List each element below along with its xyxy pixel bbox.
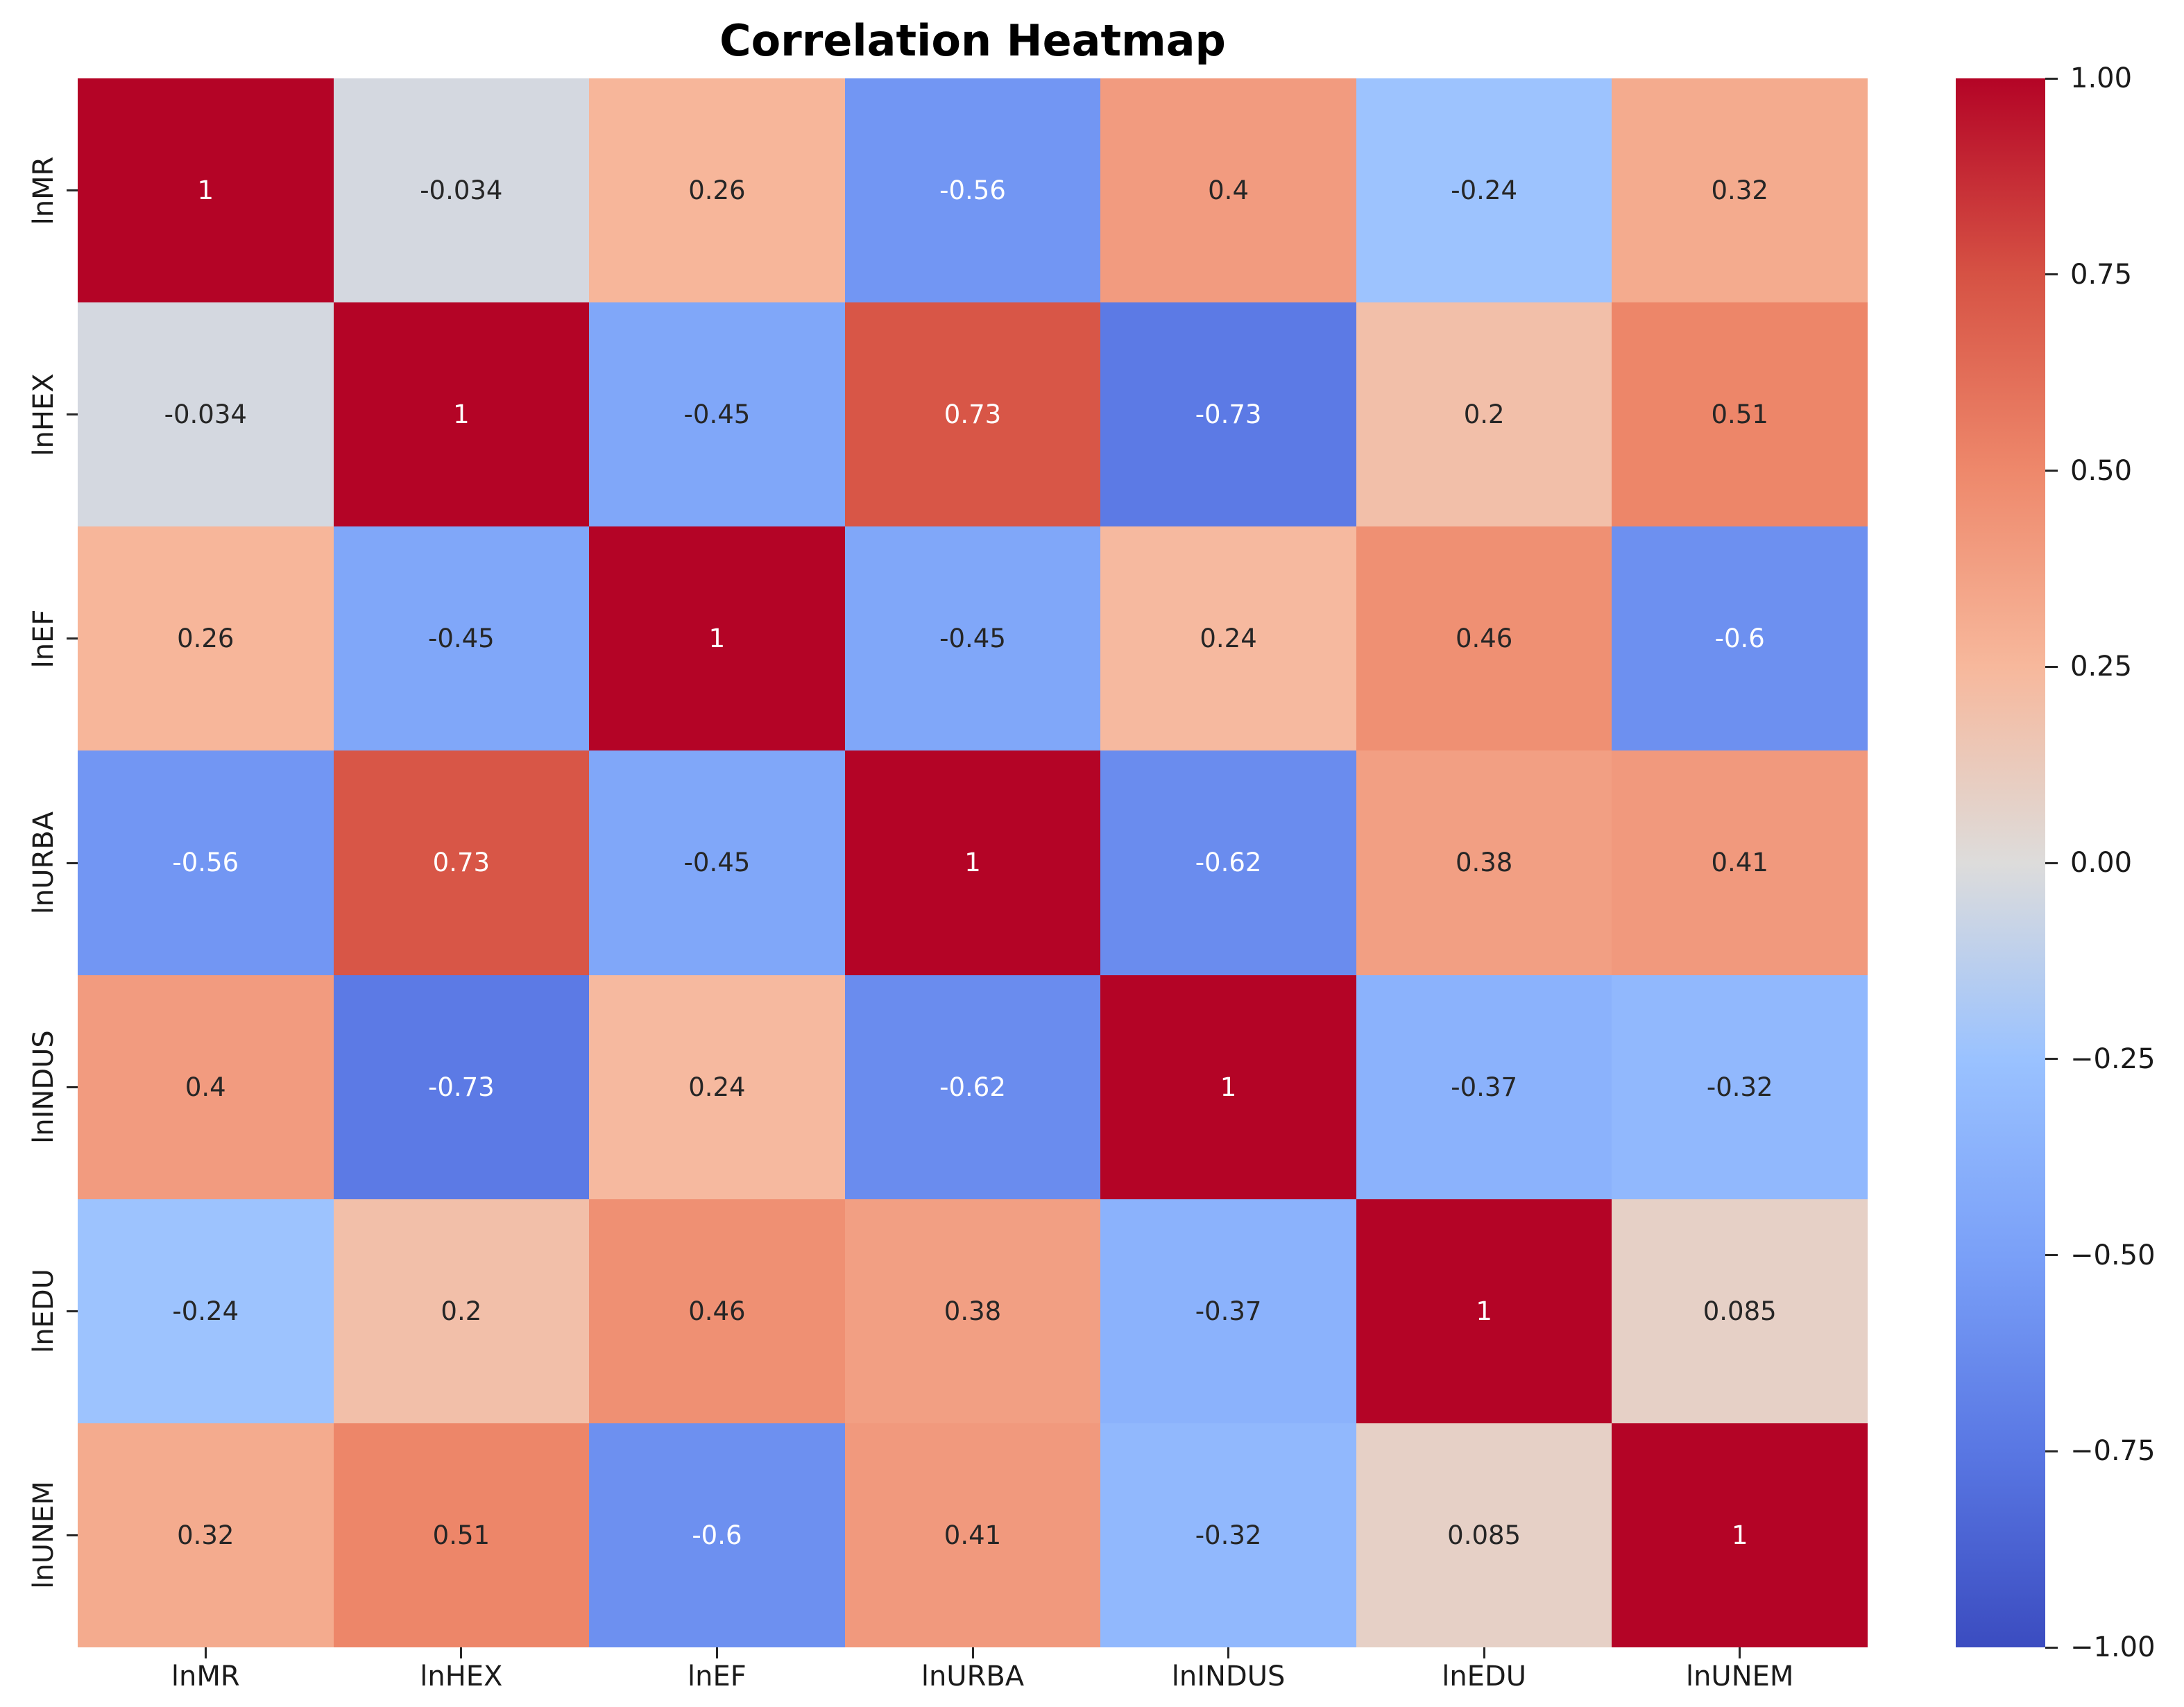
colorbar-gradient xyxy=(1956,78,2045,1647)
colorbar-tick-mark xyxy=(2045,1254,2058,1256)
y-tick-label: lnUNEM xyxy=(28,1481,60,1590)
heatmap-cell: 0.4 xyxy=(78,975,334,1199)
heatmap-cell: 0.73 xyxy=(844,302,1101,527)
y-axis-tick-mark xyxy=(67,637,78,640)
chart-title: Correlation Heatmap xyxy=(719,15,1226,66)
heatmap-cell: -0.62 xyxy=(1100,750,1356,975)
colorbar-tick-label: 0.00 xyxy=(2070,847,2133,879)
x-axis-tick-mark xyxy=(1483,1647,1485,1658)
x-tick-label: lnEDU xyxy=(1442,1661,1527,1692)
x-tick-label: lnINDUS xyxy=(1171,1661,1286,1692)
colorbar-tick-label: 0.25 xyxy=(2070,651,2133,683)
x-axis-tick-mark xyxy=(1227,1647,1230,1658)
heatmap-cell: 0.38 xyxy=(1356,750,1612,975)
heatmap-cell: -0.24 xyxy=(78,1199,334,1423)
heatmap-cell: 0.2 xyxy=(333,1199,590,1423)
heatmap-cell: -0.56 xyxy=(844,78,1101,303)
colorbar-tick-mark xyxy=(2045,470,2058,472)
heatmap-cell: -0.45 xyxy=(333,526,590,751)
colorbar-tick-mark xyxy=(2045,861,2058,864)
heatmap-cell: 1 xyxy=(78,78,334,303)
heatmap-cell: -0.45 xyxy=(844,526,1101,751)
heatmap-cell: -0.56 xyxy=(78,750,334,975)
colorbar-tick-label: 1.00 xyxy=(2070,62,2133,94)
heatmap-cell: -0.034 xyxy=(78,302,334,527)
heatmap-cell: 1 xyxy=(1100,975,1356,1199)
y-tick-label: lnURBA xyxy=(28,811,60,915)
colorbar-tick-mark xyxy=(2045,77,2058,80)
x-tick-label: lnMR xyxy=(171,1661,240,1692)
heatmap-cell: -0.034 xyxy=(333,78,590,303)
heatmap-cell: 0.73 xyxy=(333,750,590,975)
heatmap-cell: -0.45 xyxy=(589,750,845,975)
x-axis-tick-mark xyxy=(715,1647,718,1658)
y-axis-tick-mark xyxy=(67,1086,78,1088)
y-tick-label: lnEDU xyxy=(28,1269,60,1354)
heatmap-cell: 0.51 xyxy=(333,1423,590,1647)
heatmap-cell: 0.085 xyxy=(1612,1199,1868,1423)
y-axis-tick-mark xyxy=(67,1534,78,1536)
heatmap-cell: 0.24 xyxy=(589,975,845,1199)
heatmap-cell: -0.6 xyxy=(589,1423,845,1647)
colorbar-tick-label: 0.75 xyxy=(2070,258,2133,291)
x-tick-label: lnHEX xyxy=(420,1661,503,1692)
heatmap-cell: 0.2 xyxy=(1356,302,1612,527)
heatmap-grid: 1 -0.034 0.26 -0.56 0.4 -0.24 0.32 -0.034 1 -0.45… xyxy=(78,78,1868,1647)
heatmap-cell: -0.6 xyxy=(1612,526,1868,751)
colorbar-tick-label: 0.50 xyxy=(2070,454,2133,487)
x-axis-tick-mark xyxy=(971,1647,974,1658)
x-axis-tick-mark xyxy=(460,1647,463,1658)
heatmap-cell: 0.41 xyxy=(1612,750,1868,975)
heatmap-cell: -0.45 xyxy=(589,302,845,527)
heatmap-cell: -0.37 xyxy=(1100,1199,1356,1423)
heatmap-cell: -0.62 xyxy=(844,975,1101,1199)
colorbar-tick-label: −0.50 xyxy=(2070,1239,2156,1271)
y-tick-label: lnHEX xyxy=(28,373,60,456)
heatmap-cell: 1 xyxy=(333,302,590,527)
y-tick-label: lnMR xyxy=(28,156,60,225)
colorbar-tick-mark xyxy=(2045,1646,2058,1649)
y-axis-tick-mark xyxy=(67,861,78,864)
y-axis-tick-mark xyxy=(67,413,78,416)
colorbar-tick-mark xyxy=(2045,1058,2058,1061)
heatmap-cell: 0.26 xyxy=(589,78,845,303)
colorbar-tick-label: −1.00 xyxy=(2070,1631,2156,1663)
x-tick-label: lnUNEM xyxy=(1685,1661,1794,1692)
y-axis-tick-mark xyxy=(67,189,78,192)
x-tick-label: lnURBA xyxy=(921,1661,1025,1692)
y-axis-tick-mark xyxy=(67,1310,78,1312)
colorbar-tick-label: −0.25 xyxy=(2070,1043,2156,1075)
heatmap-cell: 0.085 xyxy=(1356,1423,1612,1647)
colorbar-tick-mark xyxy=(2045,1450,2058,1452)
heatmap-cell: 1 xyxy=(1356,1199,1612,1423)
heatmap-cell: -0.32 xyxy=(1612,975,1868,1199)
heatmap-cell: 0.32 xyxy=(78,1423,334,1647)
heatmap-cell: 0.46 xyxy=(589,1199,845,1423)
heatmap-cell: 0.26 xyxy=(78,526,334,751)
x-axis-tick-mark xyxy=(1739,1647,1741,1658)
colorbar-tick-mark xyxy=(2045,273,2058,276)
heatmap-cell: 1 xyxy=(844,750,1101,975)
heatmap-cell: 1 xyxy=(1612,1423,1868,1647)
colorbar-tick-label: −0.75 xyxy=(2070,1435,2156,1468)
heatmap-cell: 0.51 xyxy=(1612,302,1868,527)
heatmap-cell: 1 xyxy=(589,526,845,751)
heatmap-cell: -0.73 xyxy=(1100,302,1356,527)
heatmap-cell: 0.4 xyxy=(1100,78,1356,303)
heatmap-cell: 0.24 xyxy=(1100,526,1356,751)
heatmap-cell: 0.46 xyxy=(1356,526,1612,751)
y-tick-label: lnEF xyxy=(28,609,60,669)
heatmap-cell: -0.24 xyxy=(1356,78,1612,303)
heatmap-cell: 0.38 xyxy=(844,1199,1101,1423)
colorbar-tick-mark xyxy=(2045,665,2058,668)
x-tick-label: lnEF xyxy=(688,1661,747,1692)
heatmap-cell: -0.37 xyxy=(1356,975,1612,1199)
heatmap-cell: -0.73 xyxy=(333,975,590,1199)
heatmap-cell: -0.32 xyxy=(1100,1423,1356,1647)
x-axis-tick-mark xyxy=(204,1647,207,1658)
heatmap-cell: 0.41 xyxy=(844,1423,1101,1647)
y-tick-label: lnINDUS xyxy=(28,1030,60,1144)
heatmap-cell: 0.32 xyxy=(1612,78,1868,303)
